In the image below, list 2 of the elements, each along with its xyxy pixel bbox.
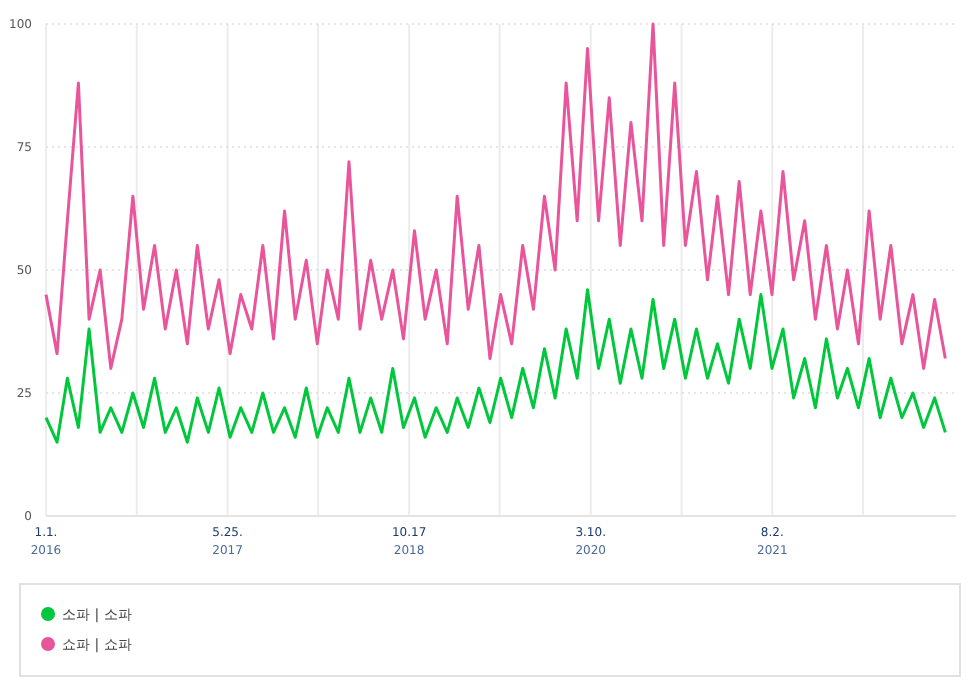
line-series	[44, 288, 947, 444]
line-series	[44, 22, 947, 370]
